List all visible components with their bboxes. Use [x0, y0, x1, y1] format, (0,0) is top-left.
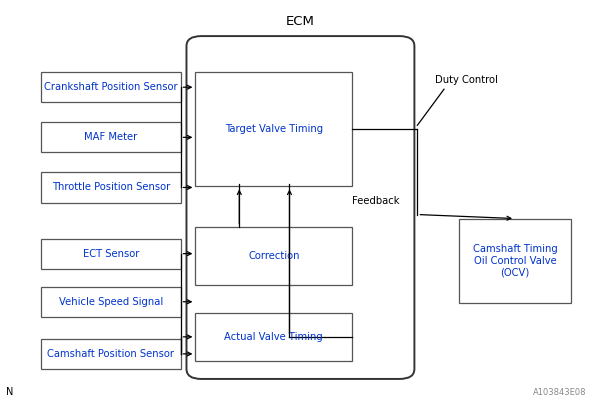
- FancyBboxPatch shape: [459, 219, 571, 303]
- FancyBboxPatch shape: [195, 313, 352, 361]
- FancyBboxPatch shape: [41, 287, 181, 317]
- Text: MAF Meter: MAF Meter: [85, 132, 137, 142]
- Text: Camshaft Timing
Oil Control Valve
(OCV): Camshaft Timing Oil Control Valve (OCV): [472, 244, 558, 277]
- FancyBboxPatch shape: [41, 239, 181, 269]
- FancyBboxPatch shape: [41, 122, 181, 152]
- Text: Duty Control: Duty Control: [435, 75, 498, 85]
- Text: ECM: ECM: [286, 15, 315, 28]
- Text: Feedback: Feedback: [352, 196, 400, 205]
- Text: Crankshaft Position Sensor: Crankshaft Position Sensor: [44, 82, 178, 92]
- Text: Camshaft Position Sensor: Camshaft Position Sensor: [47, 349, 175, 359]
- Text: Actual Valve Timing: Actual Valve Timing: [224, 332, 323, 342]
- FancyBboxPatch shape: [195, 72, 352, 186]
- FancyBboxPatch shape: [41, 172, 181, 203]
- FancyBboxPatch shape: [186, 36, 414, 379]
- FancyBboxPatch shape: [195, 227, 352, 285]
- Text: A103843E08: A103843E08: [533, 388, 586, 397]
- FancyBboxPatch shape: [41, 72, 181, 102]
- Text: Correction: Correction: [248, 251, 300, 261]
- FancyBboxPatch shape: [41, 339, 181, 369]
- Text: N: N: [6, 387, 13, 397]
- Text: Throttle Position Sensor: Throttle Position Sensor: [52, 182, 170, 192]
- Text: Vehicle Speed Signal: Vehicle Speed Signal: [59, 297, 163, 307]
- Text: Target Valve Timing: Target Valve Timing: [225, 124, 323, 134]
- Text: ECT Sensor: ECT Sensor: [83, 249, 139, 259]
